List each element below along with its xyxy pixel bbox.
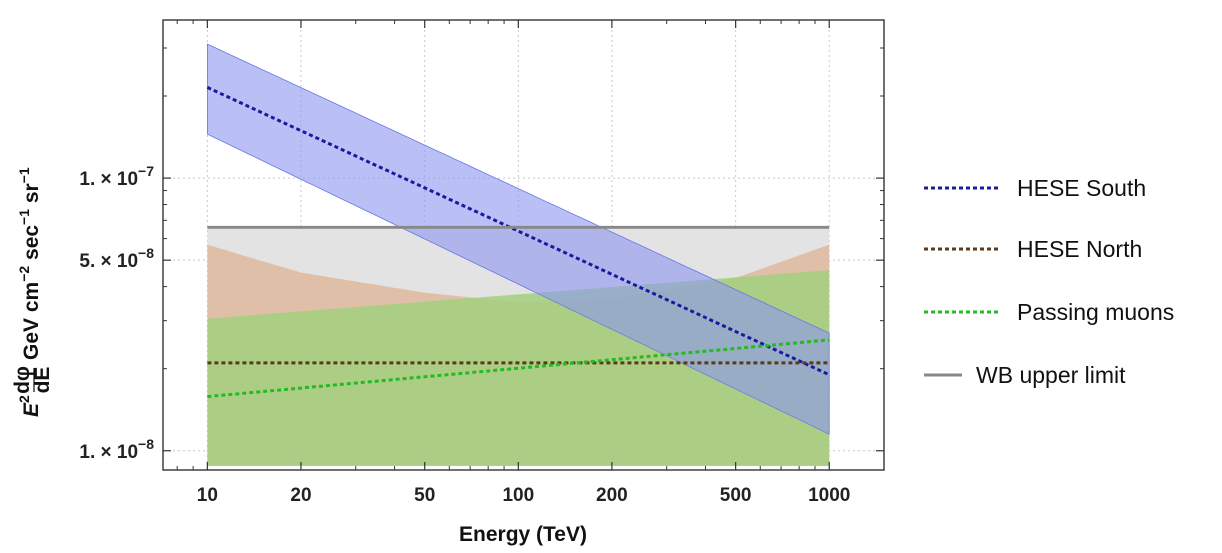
y-label-units-3: sr (20, 183, 43, 209)
y-tick-exponent: −8 (138, 436, 154, 452)
x-tick-label: 500 (720, 485, 752, 506)
y-tick-mantissa: 1. × 10 (79, 169, 138, 190)
legend-item: WB upper limit (924, 362, 1126, 388)
legend-label: WB upper limit (976, 362, 1126, 388)
legend: HESE South HESE North Passing muons WB uppe… (924, 175, 1174, 388)
y-tick-label: 1. × 10−8 (79, 436, 154, 463)
series-lines (206, 86, 830, 399)
y-label-text: E2 (16, 395, 43, 417)
plot-frame (162, 19, 885, 471)
legend-item: HESE South (924, 175, 1146, 201)
y-label-sup: 2 (16, 395, 32, 403)
y-label-frac-den: dE (31, 367, 54, 394)
x-tick-label: 100 (502, 485, 534, 506)
y-tick-mantissa: 1. × 10 (79, 442, 138, 463)
y-label-units-2: sec (20, 225, 43, 266)
y-label-frac-num: dφ (11, 366, 34, 394)
legend-item: HESE North (924, 236, 1142, 262)
legend-label: HESE North (1017, 236, 1142, 262)
band-hese-south (207, 43, 830, 435)
legend-label: HESE South (1017, 175, 1146, 201)
x-tick-label: 50 (414, 485, 435, 506)
legend-item: Passing muons (924, 299, 1174, 325)
y-label-units: GeV cm−2 sec−1 sr−1 (16, 167, 43, 360)
x-tick-label: 20 (290, 485, 311, 506)
y-label-sup-2: −1 (16, 209, 32, 225)
y-label-sup-3: −1 (16, 167, 32, 183)
confidence-bands (207, 43, 830, 466)
x-tick-label: 200 (596, 485, 628, 506)
x-tick-label: 1000 (808, 485, 850, 506)
y-tick-mantissa: 5. × 10 (79, 251, 138, 272)
y-tick-label: 5. × 10−8 (79, 245, 154, 272)
y-tick-exponent: −8 (138, 245, 154, 261)
y-label-sup-1: −2 (16, 266, 32, 282)
y-tick-exponent: −7 (138, 163, 154, 179)
legend-label: Passing muons (1017, 299, 1174, 325)
x-axis-label: Energy (TeV) (459, 523, 587, 546)
line-hese-south (206, 86, 830, 377)
y-label-units-1: GeV cm (20, 282, 43, 360)
y-label-base: E (20, 402, 43, 417)
y-tick-label: 1. × 10−7 (79, 163, 154, 190)
line-passing-muons (207, 338, 830, 399)
x-tick-label: 10 (197, 485, 218, 506)
